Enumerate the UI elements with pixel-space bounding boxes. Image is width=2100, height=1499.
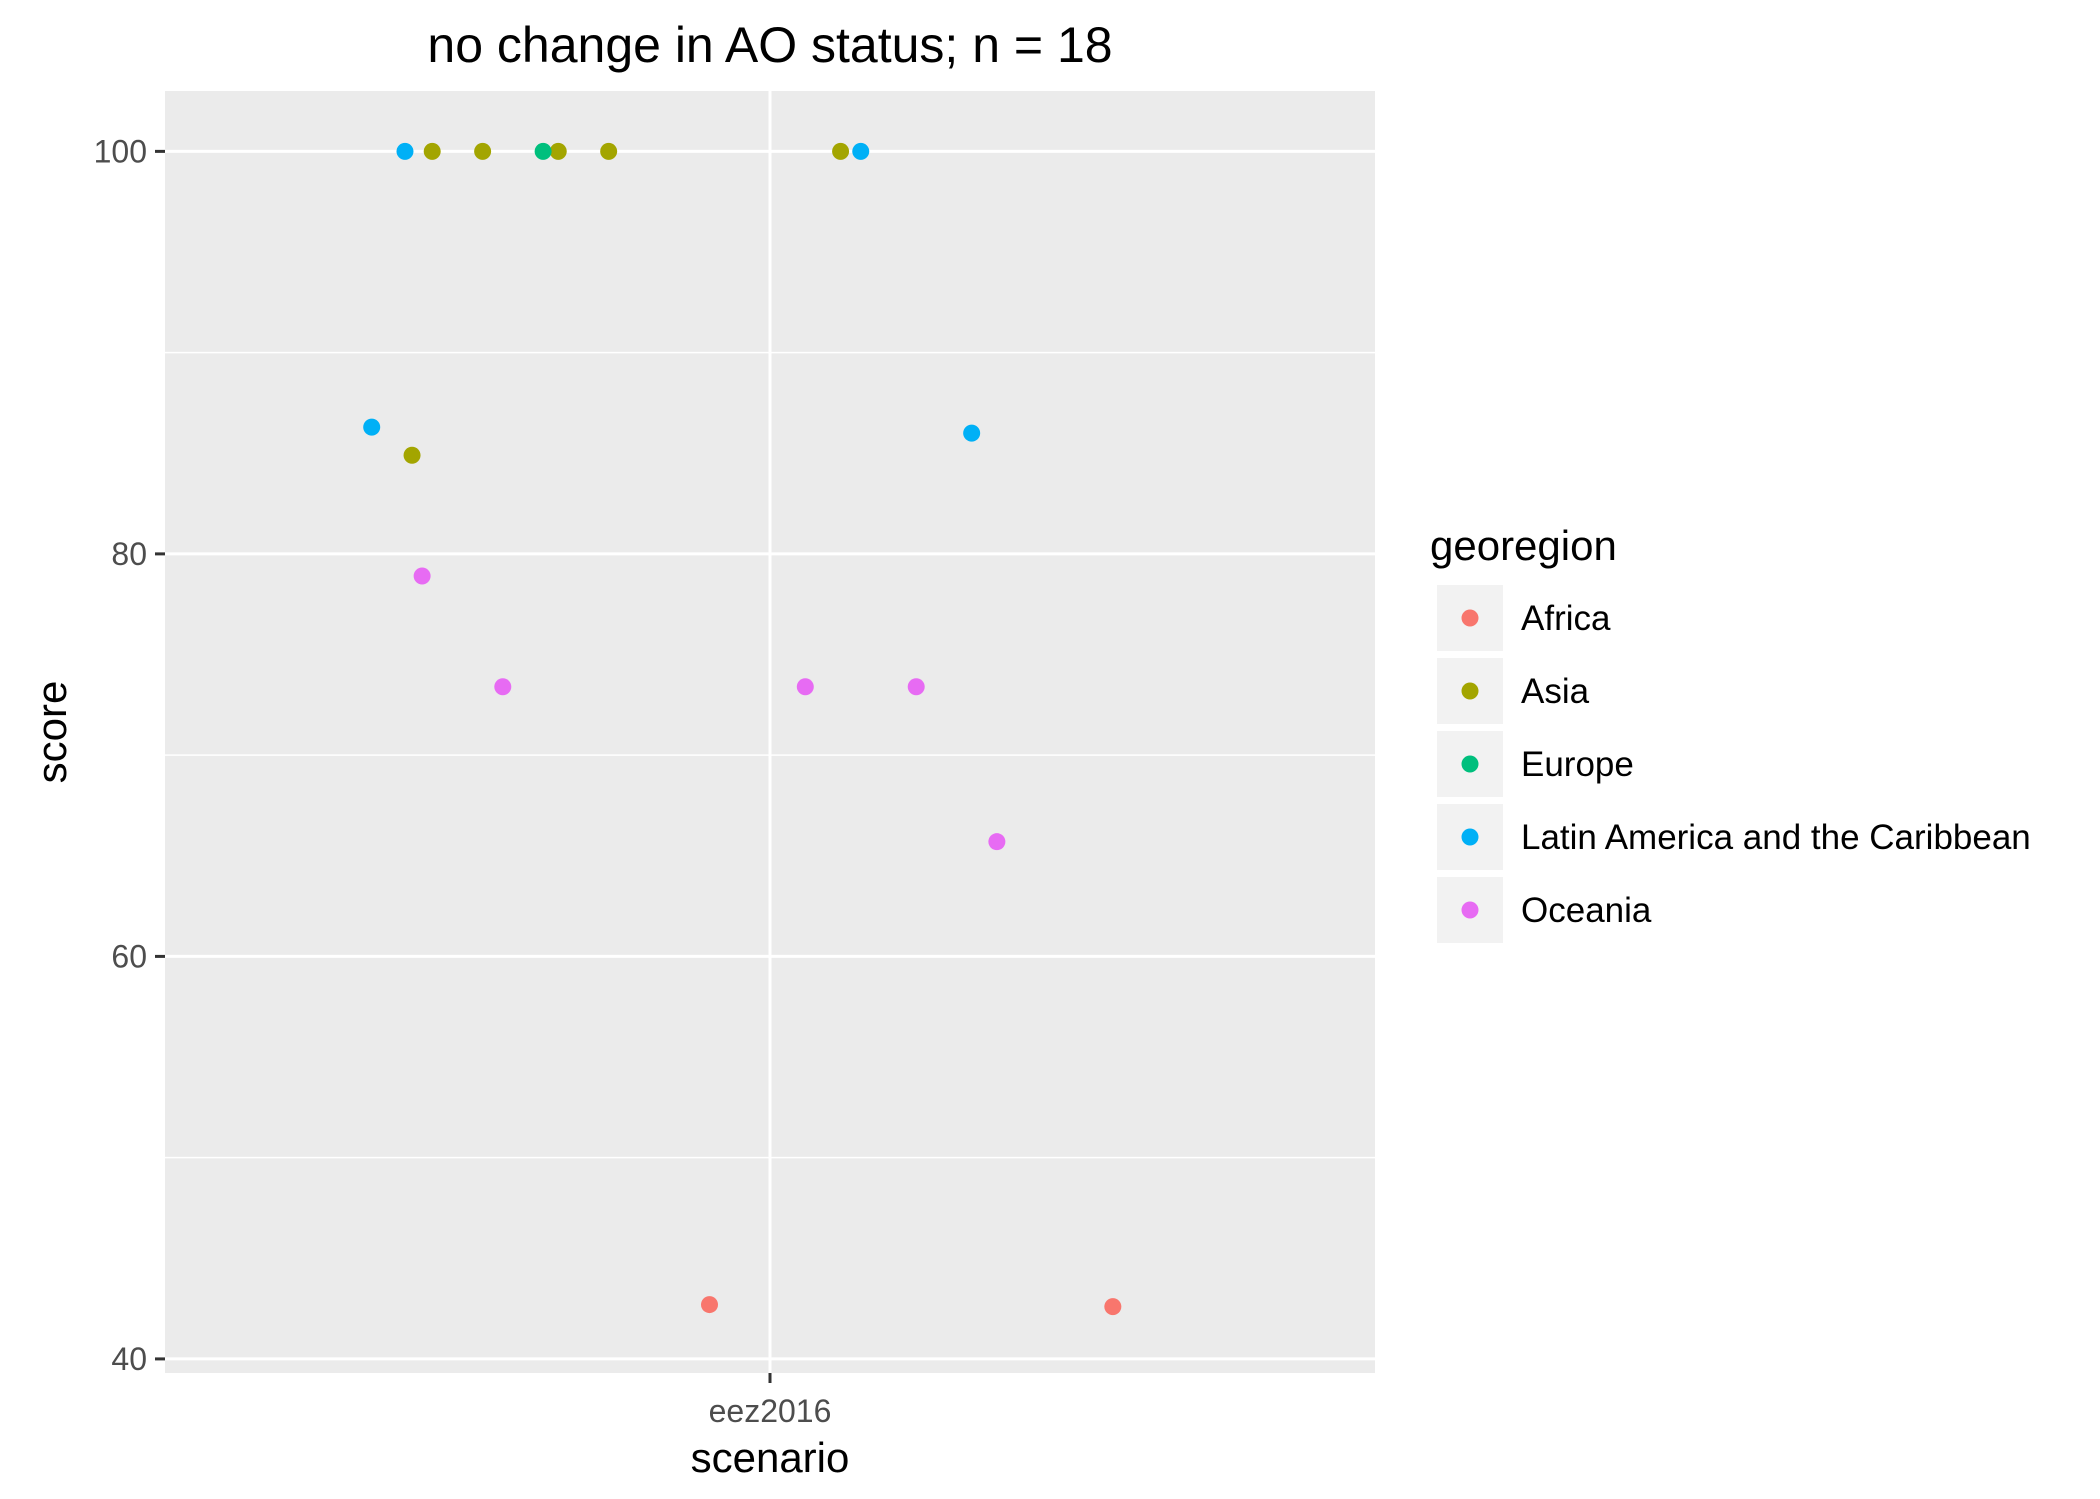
x-tick-label: eez2016 (709, 1393, 832, 1429)
chart-title: no change in AO status; n = 18 (427, 17, 1112, 73)
legend-title: georegion (1430, 522, 1617, 569)
data-point (423, 142, 441, 160)
data-point (988, 833, 1006, 851)
y-tick-label: 100 (94, 133, 147, 169)
data-point (963, 424, 981, 442)
y-axis-title: score (28, 681, 75, 784)
legend-marker (1461, 828, 1479, 846)
legend-label: Asia (1521, 672, 1590, 711)
axes: 40 60 80 100 eez2016 (94, 133, 832, 1429)
data-point (549, 142, 567, 160)
data-point (403, 446, 421, 464)
data-point (534, 142, 552, 160)
data-point (363, 418, 381, 436)
data-point (474, 142, 492, 160)
y-tick-label: 40 (111, 1341, 147, 1377)
data-point (832, 142, 850, 160)
data-points (363, 142, 1122, 1316)
y-tick-label: 80 (111, 536, 147, 572)
legend: georegion Africa Asia Europe Latin America … (1430, 522, 2031, 943)
legend-label: Africa (1521, 599, 1611, 638)
grid-lines (165, 91, 1375, 1373)
data-point (852, 142, 870, 160)
data-point (1104, 1298, 1122, 1316)
legend-marker (1461, 755, 1479, 773)
y-tick-label: 60 (111, 938, 147, 974)
data-point (600, 142, 618, 160)
legend-marker (1461, 682, 1479, 700)
legend-marker (1461, 901, 1479, 919)
data-point (413, 567, 431, 585)
legend-label: Oceania (1521, 891, 1652, 930)
data-point (796, 678, 814, 696)
data-point (701, 1296, 718, 1314)
data-point (907, 678, 925, 696)
data-point (494, 678, 512, 696)
legend-label: Latin America and the Caribbean (1521, 818, 2031, 857)
legend-label: Europe (1521, 745, 1634, 784)
data-point (396, 142, 414, 160)
legend-marker (1461, 609, 1479, 627)
x-axis-title: scenario (691, 1434, 850, 1481)
